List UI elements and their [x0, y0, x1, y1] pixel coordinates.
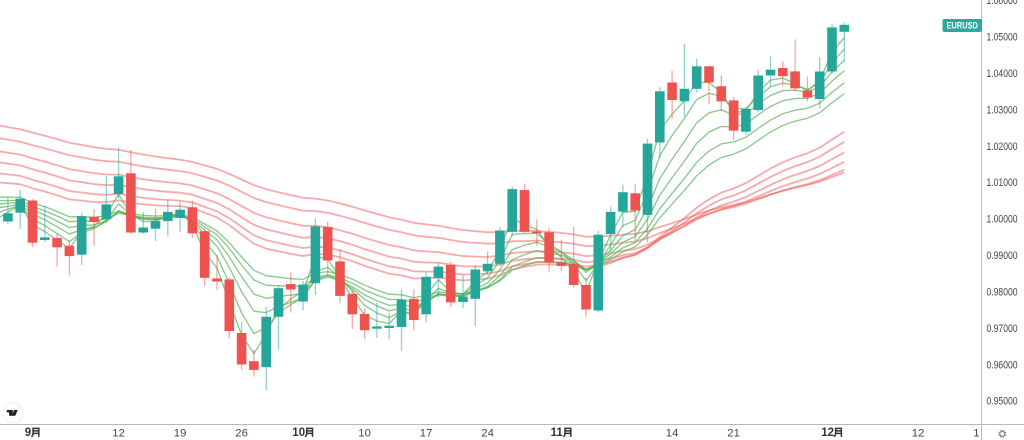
- svg-text:EURUSD: EURUSD: [946, 20, 978, 31]
- svg-text:1.00000: 1.00000: [987, 214, 1018, 226]
- svg-text:19: 19: [973, 427, 986, 439]
- svg-text:21: 21: [727, 427, 740, 439]
- svg-text:12: 12: [112, 427, 125, 439]
- svg-text:17: 17: [420, 427, 433, 439]
- svg-text:1.03000: 1.03000: [987, 104, 1018, 116]
- svg-text:19: 19: [174, 427, 187, 439]
- svg-text:12: 12: [821, 427, 834, 439]
- svg-text:14: 14: [666, 427, 679, 439]
- svg-text:1.01000: 1.01000: [987, 177, 1018, 189]
- svg-text:1.04000: 1.04000: [987, 68, 1018, 80]
- svg-text:1.05000: 1.05000: [987, 32, 1018, 44]
- svg-text:12: 12: [912, 427, 925, 439]
- svg-text:0.99000: 0.99000: [987, 250, 1018, 262]
- svg-text:10: 10: [358, 427, 371, 439]
- svg-text:9: 9: [25, 427, 31, 439]
- svg-text:0.95000: 0.95000: [987, 396, 1018, 408]
- svg-text:24: 24: [481, 427, 494, 439]
- svg-text:11: 11: [551, 427, 564, 439]
- svg-text:1.06000: 1.06000: [987, 0, 1018, 7]
- svg-text:10: 10: [292, 427, 305, 439]
- svg-text:0.96000: 0.96000: [987, 359, 1018, 371]
- svg-text:1.02000: 1.02000: [987, 141, 1018, 153]
- svg-text:0.97000: 0.97000: [987, 323, 1018, 335]
- svg-text:0.98000: 0.98000: [987, 287, 1018, 299]
- svg-text:26: 26: [235, 427, 248, 439]
